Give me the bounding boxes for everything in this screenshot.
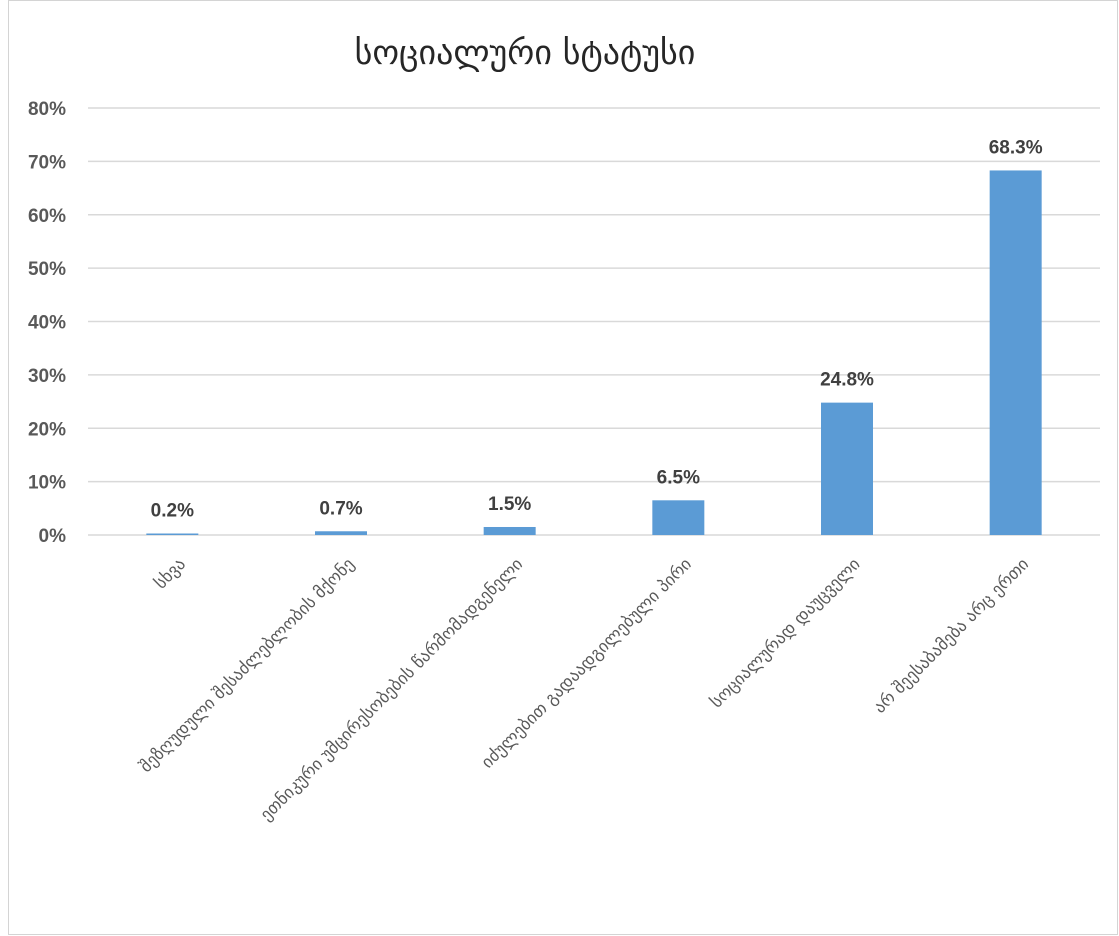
- gridlines: [88, 107, 1100, 536]
- bar: [652, 500, 705, 535]
- category-label: ეთნიკური უმცირესობების წარმომადგენელი: [257, 554, 528, 825]
- data-label: 0.2%: [151, 501, 194, 522]
- bar: [989, 170, 1042, 536]
- y-tick-label: 0%: [39, 526, 67, 547]
- y-tick-label: 20%: [28, 419, 66, 440]
- y-tick-label: 60%: [28, 206, 66, 227]
- data-label: 0.7%: [319, 498, 362, 519]
- data-label: 1.5%: [488, 494, 531, 515]
- bar: [483, 526, 536, 535]
- bars: [146, 170, 1042, 536]
- category-label: სოციალურად დაუცველი: [707, 554, 865, 712]
- bar: [821, 402, 873, 535]
- bar: [146, 533, 199, 535]
- data-labels: 0.2% 0.7% 1.5% 6.5% 24.8% 68.3%: [151, 137, 1043, 521]
- y-tick-label: 70%: [28, 152, 66, 173]
- y-tick-label: 40%: [28, 313, 66, 334]
- data-label: 6.5%: [657, 467, 700, 488]
- y-tick-label: 10%: [28, 473, 66, 494]
- chart-frame: [8, 0, 1118, 935]
- y-axis-tick-labels: 0% 10% 20% 30% 40% 50% 60% 70% 80%: [28, 99, 66, 547]
- data-label: 24.8%: [820, 370, 874, 391]
- y-tick-label: 80%: [28, 99, 66, 120]
- chart-title: სოციალური სტატუსი: [355, 33, 696, 73]
- y-tick-label: 30%: [28, 366, 66, 387]
- category-label: იძულებით გადაადგილებული პირი: [478, 554, 696, 772]
- data-label: 68.3%: [989, 137, 1043, 158]
- y-tick-label: 50%: [28, 259, 66, 280]
- category-label: სხვა: [151, 554, 190, 593]
- bar: [315, 531, 367, 535]
- category-label: არ შეესაბამება არც ერთი: [870, 554, 1033, 717]
